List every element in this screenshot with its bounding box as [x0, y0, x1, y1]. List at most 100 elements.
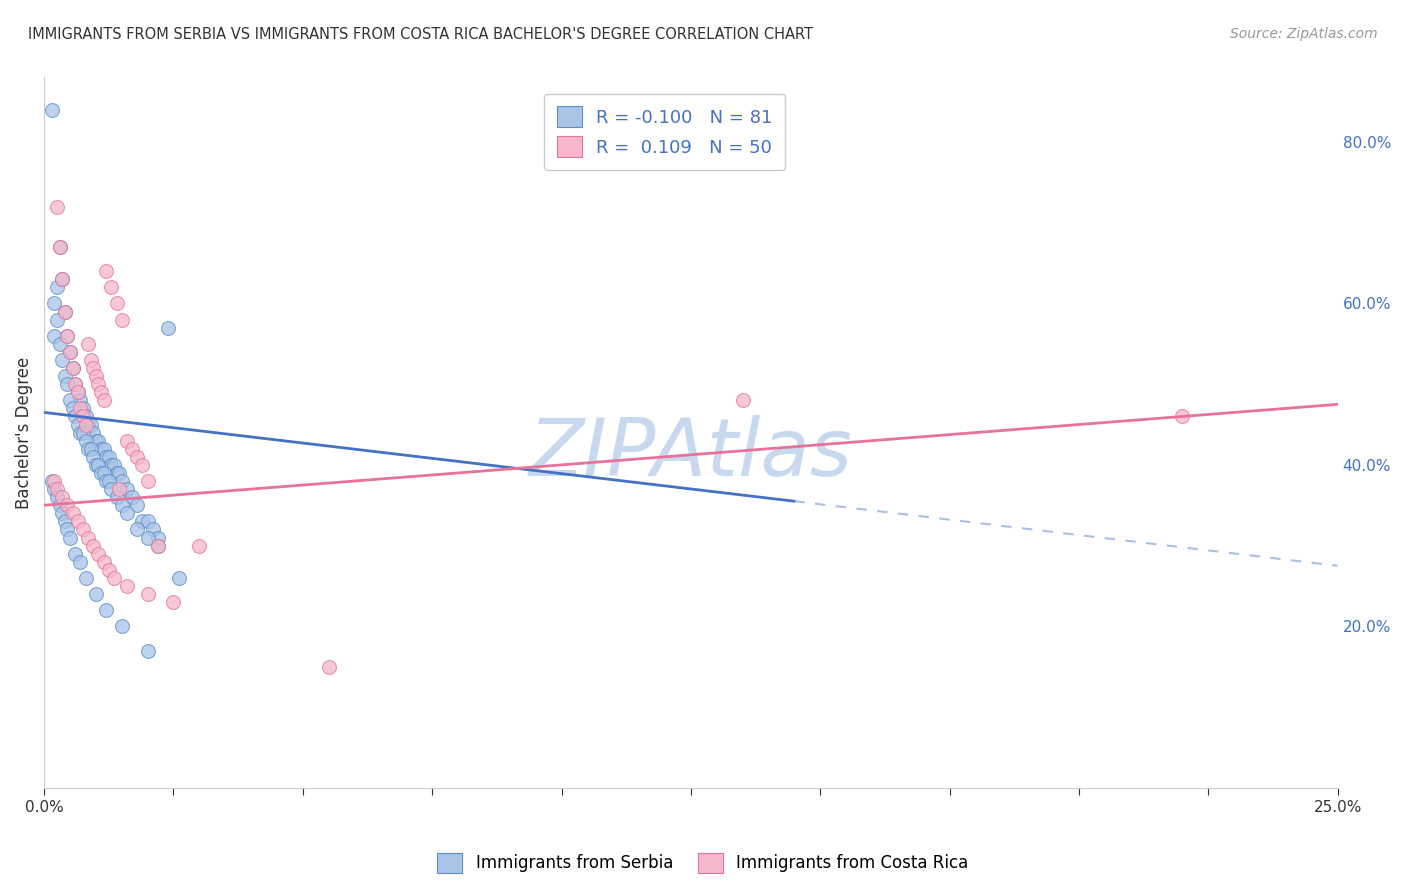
Point — [48, 240, 70, 254]
Point — [46, 482, 69, 496]
Point — [167, 571, 190, 585]
Text: Source: ZipAtlas.com: Source: ZipAtlas.com — [1230, 27, 1378, 41]
Point — [53, 304, 76, 318]
Point — [731, 393, 754, 408]
Point — [157, 320, 180, 334]
Point — [87, 547, 110, 561]
Point — [96, 450, 118, 464]
Point — [146, 539, 169, 553]
Point — [111, 498, 134, 512]
Point — [105, 490, 128, 504]
Point — [59, 393, 82, 408]
Legend: Immigrants from Serbia, Immigrants from Costa Rica: Immigrants from Serbia, Immigrants from … — [430, 847, 976, 880]
Point — [69, 401, 91, 416]
Point — [93, 393, 115, 408]
Point — [127, 450, 149, 464]
Point — [51, 353, 73, 368]
Point — [63, 377, 86, 392]
Point — [46, 490, 69, 504]
Point — [97, 563, 120, 577]
Point — [53, 304, 76, 318]
Point — [93, 442, 115, 456]
Point — [96, 603, 118, 617]
Point — [100, 482, 122, 496]
Point — [75, 434, 97, 448]
Point — [90, 442, 112, 456]
Point — [108, 482, 131, 496]
Point — [100, 458, 122, 472]
Point — [53, 515, 76, 529]
Point — [72, 425, 94, 440]
Point — [90, 385, 112, 400]
Point — [59, 531, 82, 545]
Point — [79, 417, 101, 432]
Point — [79, 353, 101, 368]
Point — [97, 450, 120, 464]
Point — [127, 523, 149, 537]
Point — [59, 344, 82, 359]
Point — [136, 531, 159, 545]
Point — [162, 595, 184, 609]
Point — [115, 506, 138, 520]
Point — [44, 296, 66, 310]
Point — [72, 523, 94, 537]
Point — [46, 280, 69, 294]
Point — [100, 280, 122, 294]
Point — [63, 547, 86, 561]
Point — [188, 539, 211, 553]
Point — [82, 361, 104, 376]
Point — [56, 523, 79, 537]
Point — [97, 474, 120, 488]
Point — [82, 450, 104, 464]
Point — [75, 571, 97, 585]
Point — [93, 555, 115, 569]
Point — [69, 393, 91, 408]
Point — [48, 336, 70, 351]
Text: ZIPAtlas: ZIPAtlas — [529, 415, 853, 493]
Point — [56, 377, 79, 392]
Point — [142, 523, 165, 537]
Point — [53, 369, 76, 384]
Point — [75, 417, 97, 432]
Point — [96, 474, 118, 488]
Point — [136, 587, 159, 601]
Point — [318, 659, 340, 673]
Point — [51, 506, 73, 520]
Point — [127, 498, 149, 512]
Point — [51, 490, 73, 504]
Point — [111, 474, 134, 488]
Point — [62, 361, 84, 376]
Point — [84, 434, 107, 448]
Point — [105, 466, 128, 480]
Point — [72, 409, 94, 424]
Point — [1171, 409, 1194, 424]
Point — [44, 482, 66, 496]
Point — [75, 409, 97, 424]
Point — [63, 377, 86, 392]
Point — [87, 377, 110, 392]
Point — [56, 328, 79, 343]
Text: IMMIGRANTS FROM SERBIA VS IMMIGRANTS FROM COSTA RICA BACHELOR'S DEGREE CORRELATI: IMMIGRANTS FROM SERBIA VS IMMIGRANTS FRO… — [28, 27, 813, 42]
Point — [131, 515, 153, 529]
Point — [136, 643, 159, 657]
Point — [96, 264, 118, 278]
Point — [51, 272, 73, 286]
Point — [136, 515, 159, 529]
Point — [87, 434, 110, 448]
Point — [121, 442, 143, 456]
Point — [82, 539, 104, 553]
Point — [115, 482, 138, 496]
Point — [46, 312, 69, 326]
Point — [63, 409, 86, 424]
Point — [41, 474, 63, 488]
Legend: R = -0.100   N = 81, R =  0.109   N = 50: R = -0.100 N = 81, R = 0.109 N = 50 — [544, 94, 786, 169]
Point — [44, 328, 66, 343]
Point — [59, 344, 82, 359]
Point — [111, 619, 134, 633]
Point — [84, 369, 107, 384]
Point — [41, 103, 63, 117]
Point — [56, 498, 79, 512]
Point — [146, 539, 169, 553]
Point — [66, 385, 89, 400]
Point — [131, 458, 153, 472]
